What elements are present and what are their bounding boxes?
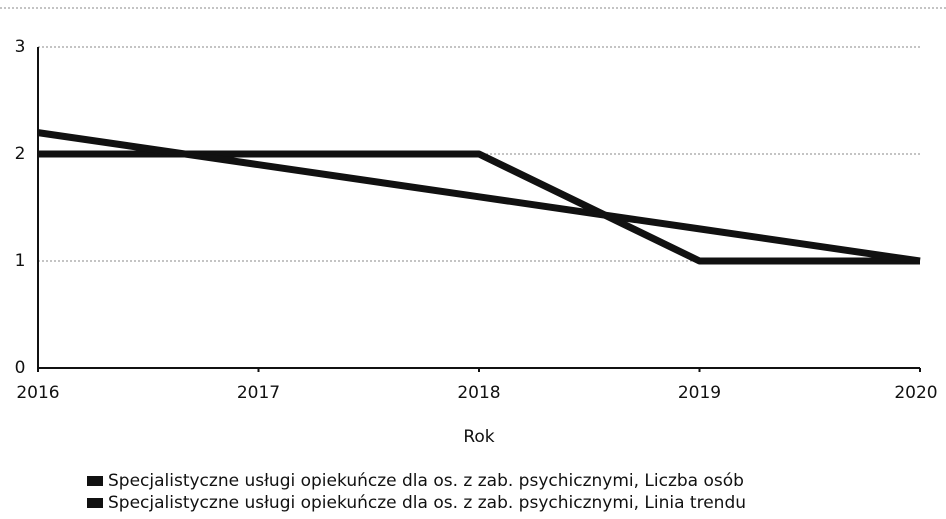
x-axis-label: Rok bbox=[463, 427, 494, 447]
x-tick-label: 2019 bbox=[678, 383, 721, 403]
x-tick-label: 2017 bbox=[237, 383, 280, 403]
y-tick-label: 3 bbox=[15, 37, 26, 57]
legend-swatch bbox=[87, 476, 103, 486]
x-tick-label: 2016 bbox=[16, 383, 59, 403]
y-tick-label: 1 bbox=[15, 251, 26, 271]
series-line bbox=[37, 129, 921, 265]
x-tick-label: 2020 bbox=[894, 383, 937, 403]
legend-label: Specjalistyczne usługi opiekuńcze dla os… bbox=[108, 471, 744, 491]
legend-label: Specjalistyczne usługi opiekuńcze dla os… bbox=[108, 493, 746, 513]
x-tick-label: 2018 bbox=[457, 383, 500, 403]
y-tick-label: 0 bbox=[15, 358, 26, 378]
legend-swatch bbox=[87, 498, 103, 508]
y-tick-label: 2 bbox=[15, 144, 26, 164]
